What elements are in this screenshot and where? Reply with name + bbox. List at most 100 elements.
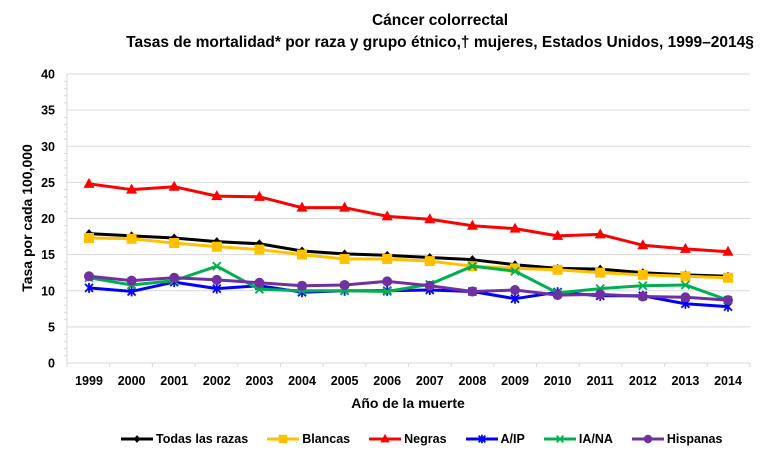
x-tick-label: 2005 bbox=[331, 374, 359, 388]
marker-circle bbox=[254, 277, 265, 288]
marker-circle bbox=[297, 280, 307, 291]
marker-circle bbox=[595, 289, 606, 300]
marker-star bbox=[84, 282, 94, 293]
y-tick-label: 0 bbox=[48, 357, 55, 371]
x-tick-label: 2011 bbox=[587, 374, 614, 388]
marker-triangle bbox=[380, 433, 390, 443]
marker-square bbox=[510, 263, 520, 274]
marker-star bbox=[477, 434, 486, 444]
y-tick-label: 35 bbox=[41, 104, 55, 118]
x-tick-label: 2002 bbox=[203, 374, 231, 388]
marker-triangle bbox=[211, 190, 223, 201]
y-tick-labels: 0 5 10 15 20 25 30 35 40 bbox=[41, 68, 55, 371]
marker-triangle bbox=[637, 239, 649, 250]
x-tick-label: 2001 bbox=[160, 374, 188, 388]
legend-item: A/IP bbox=[465, 432, 525, 446]
marker-triangle bbox=[552, 229, 564, 240]
marker-square bbox=[637, 269, 648, 280]
y-tick-label: 15 bbox=[41, 248, 55, 262]
marker-circle bbox=[424, 280, 435, 291]
marker-triangle bbox=[594, 228, 606, 239]
legend-label: Blancas bbox=[302, 432, 351, 446]
x-tick-label: 2010 bbox=[544, 374, 572, 388]
marker-triangle bbox=[679, 242, 691, 253]
marker-circle bbox=[643, 434, 653, 444]
x-tick-labels: 1999 2000 2001 2002 2003 2004 2005 2006 2007 2008… bbox=[75, 374, 742, 388]
marker-triangle bbox=[253, 190, 265, 201]
series-negras bbox=[83, 177, 734, 256]
y-axis-label: Tasa por cada 100,000 bbox=[19, 144, 35, 292]
marker-circle bbox=[339, 279, 350, 290]
marker-triangle bbox=[381, 210, 393, 221]
marker-circle bbox=[84, 271, 94, 282]
marker-x bbox=[638, 281, 648, 291]
marker-x bbox=[555, 434, 564, 444]
marker-square bbox=[278, 434, 288, 444]
marker-triangle bbox=[722, 245, 734, 256]
marker-triangle bbox=[466, 219, 478, 230]
marker-circle bbox=[680, 292, 691, 303]
marker-circle bbox=[510, 285, 520, 296]
marker-square bbox=[169, 238, 180, 249]
marker-circle bbox=[552, 290, 563, 301]
marker-circle bbox=[467, 286, 478, 297]
marker-square bbox=[595, 267, 606, 278]
legend-swatch-icon bbox=[121, 435, 153, 443]
marker-diamond bbox=[133, 435, 141, 443]
marker-square bbox=[339, 253, 350, 264]
legend-label: Hispanas bbox=[666, 432, 723, 446]
marker-star bbox=[510, 293, 520, 304]
marker-triangle bbox=[168, 180, 180, 191]
marker-star bbox=[212, 283, 222, 294]
x-tick-label: 2006 bbox=[373, 374, 401, 388]
marker-triangle bbox=[83, 177, 95, 188]
marker-square bbox=[680, 271, 691, 282]
x-axis-label: Año de la muerte bbox=[351, 395, 465, 411]
legend-swatch-icon bbox=[267, 434, 300, 444]
marker-circle bbox=[382, 276, 393, 287]
legend-item: Todas las razas bbox=[120, 432, 248, 446]
marker-square bbox=[126, 233, 137, 244]
legend-item: Hispanas bbox=[631, 432, 723, 446]
marker-square bbox=[723, 272, 733, 283]
y-tick-label: 20 bbox=[41, 212, 55, 226]
marker-x bbox=[510, 266, 520, 276]
marker-square bbox=[552, 264, 563, 275]
legend-swatch-icon bbox=[465, 434, 498, 444]
legend-swatch-icon bbox=[543, 434, 576, 444]
legend-label: Negras bbox=[404, 432, 447, 446]
x-tick-label: 2000 bbox=[118, 374, 146, 388]
y-tick-label: 25 bbox=[41, 176, 55, 190]
marker-square bbox=[297, 249, 307, 260]
marker-triangle bbox=[509, 222, 521, 233]
marker-circle bbox=[126, 275, 137, 286]
legend-swatch-icon bbox=[631, 434, 664, 444]
marker-circle bbox=[211, 274, 222, 285]
gridlines bbox=[64, 73, 750, 357]
marker-triangle bbox=[126, 183, 138, 194]
legend-label: Todas las razas bbox=[156, 432, 249, 446]
x-tick-label: 2012 bbox=[629, 374, 657, 388]
x-tick-label: 2009 bbox=[501, 374, 529, 388]
legend-swatch-icon bbox=[369, 433, 402, 443]
marker-square bbox=[211, 241, 222, 252]
marker-circle bbox=[637, 291, 648, 302]
y-tick-label: 5 bbox=[48, 320, 55, 334]
chart-subtitle: Tasas de mortalidad* por raza y grupo ét… bbox=[126, 34, 754, 51]
x-tick-label: 2003 bbox=[245, 374, 273, 388]
marker-square bbox=[254, 244, 265, 255]
marker-square bbox=[382, 253, 393, 264]
chart-title: Cáncer colorrectal bbox=[371, 12, 509, 29]
x-tick-label: 2013 bbox=[671, 374, 699, 388]
marker-circle bbox=[169, 272, 180, 283]
marker-triangle bbox=[424, 213, 436, 224]
series-group bbox=[83, 177, 734, 312]
series-line bbox=[88, 236, 729, 280]
series-line bbox=[88, 264, 729, 302]
series-hispanas bbox=[84, 271, 733, 306]
y-tick-label: 30 bbox=[41, 140, 55, 154]
marker-triangle bbox=[339, 201, 351, 212]
marker-square bbox=[424, 256, 435, 267]
legend-item: Negras bbox=[368, 432, 447, 446]
